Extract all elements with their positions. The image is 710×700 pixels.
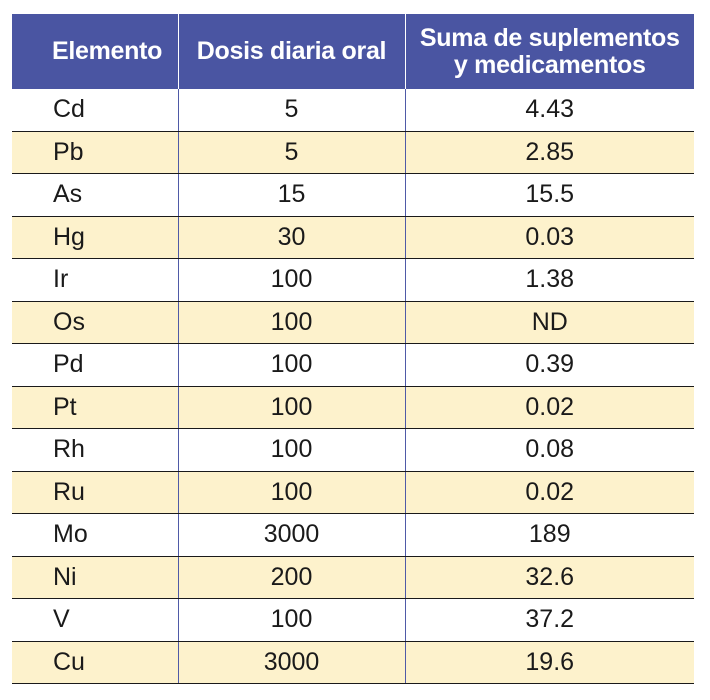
- header-sum: Suma de suplementos y medicamentos: [405, 14, 694, 89]
- table-row: Cd 5 4.43: [12, 89, 694, 132]
- cell-element: Os: [12, 301, 179, 344]
- cell-dose: 3000: [178, 513, 406, 557]
- data-table-container: Elemento Dosis diaria oral Suma de suple…: [12, 14, 694, 684]
- table-row: Pd 100 0.39: [12, 343, 694, 387]
- cell-sum: 0.39: [405, 343, 694, 387]
- table-row: Pb 5 2.85: [12, 131, 694, 174]
- cell-dose: 100: [178, 258, 406, 302]
- cell-sum: 0.08: [405, 428, 694, 472]
- cell-sum: 0.03: [405, 216, 694, 259]
- cell-sum: 2.85: [405, 131, 694, 174]
- cell-element: Pb: [12, 131, 179, 174]
- cell-element: Hg: [12, 216, 179, 259]
- cell-element: Pt: [12, 386, 179, 429]
- cell-sum: 0.02: [405, 386, 694, 429]
- cell-dose: 100: [178, 471, 406, 514]
- cell-sum: 4.43: [405, 89, 694, 132]
- cell-element: Pd: [12, 343, 179, 387]
- table-row: Ni 200 32.6: [12, 556, 694, 599]
- header-sum-line2: y medicamentos: [453, 50, 646, 79]
- cell-sum: 37.2: [405, 598, 694, 642]
- table-body: Cd 5 4.43 Pb 5 2.85 As 15 15.5 Hg 30 0.03 Ir 100 1.38 O…: [12, 89, 694, 684]
- table-header: Elemento Dosis diaria oral Suma de suple…: [12, 14, 694, 89]
- cell-sum: ND: [405, 301, 694, 344]
- cell-element: Rh: [12, 428, 179, 472]
- cell-dose: 5: [178, 89, 406, 132]
- cell-sum: 15.5: [405, 173, 694, 217]
- table-row: Cu 3000 19.6: [12, 641, 694, 684]
- cell-sum: 189: [405, 513, 694, 557]
- table-row: V 100 37.2: [12, 598, 694, 642]
- cell-element: Cd: [12, 89, 179, 132]
- cell-element: Ru: [12, 471, 179, 514]
- table-row: As 15 15.5: [12, 173, 694, 217]
- cell-element: Cu: [12, 641, 179, 684]
- header-element: Elemento: [12, 14, 179, 89]
- cell-dose: 100: [178, 386, 406, 429]
- cell-dose: 15: [178, 173, 406, 217]
- cell-sum: 32.6: [405, 556, 694, 599]
- table-row: Ir 100 1.38: [12, 258, 694, 302]
- cell-element: As: [12, 173, 179, 217]
- table-row: Rh 100 0.08: [12, 428, 694, 472]
- table-row: Hg 30 0.03: [12, 216, 694, 259]
- cell-sum: 0.02: [405, 471, 694, 514]
- cell-dose: 3000: [178, 641, 406, 684]
- header-row: Elemento Dosis diaria oral Suma de suple…: [12, 14, 694, 89]
- cell-dose: 5: [178, 131, 406, 174]
- cell-element: Ir: [12, 258, 179, 302]
- header-oral-dose: Dosis diaria oral: [178, 14, 406, 89]
- table-row: Pt 100 0.02: [12, 386, 694, 429]
- cell-dose: 100: [178, 598, 406, 642]
- cell-dose: 100: [178, 428, 406, 472]
- header-sum-line1: Suma de suplementos: [419, 23, 680, 52]
- cell-dose: 100: [178, 343, 406, 387]
- data-table: Elemento Dosis diaria oral Suma de suple…: [12, 14, 694, 684]
- cell-dose: 200: [178, 556, 406, 599]
- table-row: Ru 100 0.02: [12, 471, 694, 514]
- cell-element: Ni: [12, 556, 179, 599]
- table-row: Os 100 ND: [12, 301, 694, 344]
- cell-dose: 100: [178, 301, 406, 344]
- cell-sum: 1.38: [405, 258, 694, 302]
- cell-sum: 19.6: [405, 641, 694, 684]
- cell-element: Mo: [12, 513, 179, 557]
- cell-element: V: [12, 598, 179, 642]
- cell-dose: 30: [178, 216, 406, 259]
- table-row: Mo 3000 189: [12, 513, 694, 557]
